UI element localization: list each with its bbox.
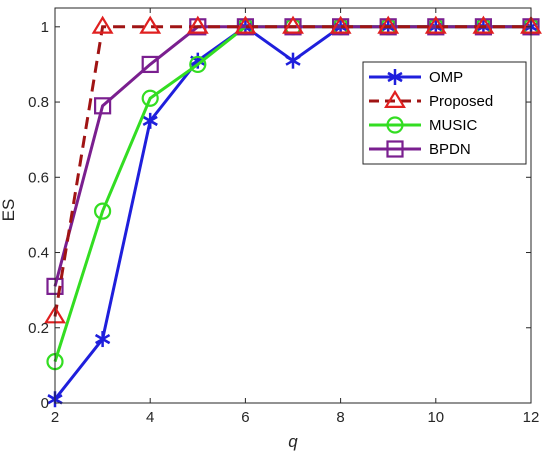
x-tick-label: 6 bbox=[241, 409, 249, 426]
data-point bbox=[186, 15, 209, 34]
axes-layer: 2 4 6 8 10 12 0 0.2 0.4 0.6 0.8 1 bbox=[28, 7, 540, 426]
legend-entry: OMP bbox=[369, 69, 463, 86]
y-tick-label: 0 bbox=[41, 395, 49, 412]
legend: OMP Proposed MUSIC BPDN bbox=[362, 61, 527, 165]
series-layer bbox=[44, 15, 542, 408]
legend-marker bbox=[386, 116, 404, 134]
y-tick-label: 0.6 bbox=[28, 169, 49, 186]
data-point bbox=[285, 52, 301, 69]
y-axis-label: ES bbox=[0, 199, 18, 222]
x-tick-label: 10 bbox=[427, 409, 444, 426]
data-point bbox=[377, 15, 400, 34]
legend-label: MUSIC bbox=[429, 117, 478, 134]
data-point bbox=[93, 202, 112, 220]
legend-marker bbox=[384, 89, 406, 108]
y-tick-label: 1 bbox=[41, 19, 49, 36]
data-point bbox=[141, 89, 159, 107]
data-point bbox=[329, 15, 352, 34]
data-point bbox=[282, 15, 304, 34]
legend-label: OMP bbox=[429, 69, 463, 86]
data-point bbox=[91, 15, 114, 34]
data-point bbox=[424, 15, 447, 34]
x-tick-label: 4 bbox=[146, 409, 154, 426]
plot-frame bbox=[54, 7, 532, 404]
y-tick-label: 0.4 bbox=[28, 245, 49, 262]
legend-marker bbox=[386, 140, 404, 158]
series-line bbox=[53, 25, 531, 317]
y-tick-label: 0.2 bbox=[28, 320, 49, 337]
data-point bbox=[141, 55, 159, 74]
legend-entry: BPDN bbox=[369, 140, 471, 158]
data-point bbox=[95, 331, 111, 348]
legend-entry: Proposed bbox=[369, 89, 493, 110]
x-tick-label: 2 bbox=[51, 409, 59, 426]
x-tick-label: 12 bbox=[523, 409, 540, 426]
legend-marker bbox=[387, 69, 403, 85]
data-point bbox=[234, 15, 257, 34]
legend-entry: MUSIC bbox=[369, 116, 478, 134]
y-tick-label: 0.8 bbox=[28, 94, 49, 111]
data-point bbox=[472, 15, 495, 34]
data-point bbox=[139, 15, 162, 34]
data-point bbox=[93, 97, 112, 115]
x-axis-label: q bbox=[288, 432, 298, 451]
data-point bbox=[189, 55, 207, 74]
legend-label: BPDN bbox=[429, 141, 471, 158]
data-point bbox=[142, 112, 158, 129]
x-tick-label: 8 bbox=[336, 409, 344, 426]
legend-label: Proposed bbox=[429, 93, 493, 110]
